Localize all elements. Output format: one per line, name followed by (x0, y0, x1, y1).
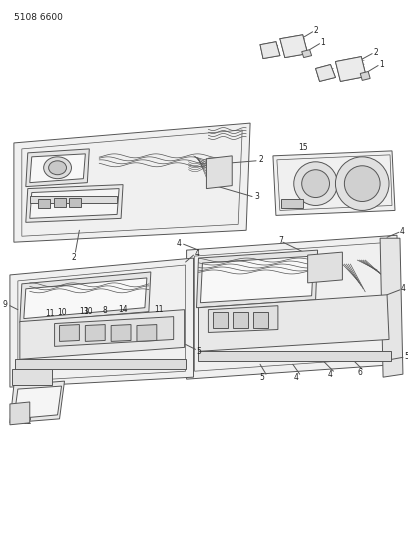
Circle shape (294, 162, 337, 205)
Polygon shape (30, 154, 85, 183)
Bar (30, 196, 117, 204)
Text: 5: 5 (197, 347, 202, 356)
Circle shape (335, 157, 389, 211)
Polygon shape (10, 402, 30, 425)
Bar (253, 312, 268, 328)
Polygon shape (14, 386, 62, 419)
Polygon shape (10, 258, 193, 387)
Ellipse shape (44, 157, 71, 179)
Polygon shape (380, 238, 403, 377)
Polygon shape (197, 250, 317, 308)
Bar (15, 359, 186, 369)
Bar (53, 198, 66, 207)
Polygon shape (20, 272, 151, 322)
Text: 4: 4 (195, 248, 200, 257)
Bar (69, 198, 81, 207)
Ellipse shape (49, 161, 67, 175)
Text: 14: 14 (118, 305, 128, 314)
Polygon shape (60, 325, 80, 342)
Text: 4: 4 (400, 227, 405, 236)
Polygon shape (26, 149, 89, 187)
Polygon shape (111, 325, 131, 342)
Text: 5: 5 (259, 373, 264, 382)
Text: 10: 10 (83, 307, 93, 316)
Circle shape (344, 166, 380, 201)
Text: 15: 15 (298, 143, 307, 152)
Text: 12: 12 (22, 417, 31, 426)
Polygon shape (260, 42, 280, 59)
Text: 1: 1 (379, 60, 384, 69)
Polygon shape (208, 306, 278, 333)
Polygon shape (302, 50, 312, 58)
Text: 6: 6 (357, 368, 362, 377)
Text: 5108 6600: 5108 6600 (14, 13, 63, 22)
Text: 7: 7 (278, 236, 283, 245)
Polygon shape (14, 123, 250, 242)
Polygon shape (206, 156, 232, 189)
Polygon shape (280, 35, 308, 58)
Polygon shape (360, 71, 370, 80)
Polygon shape (12, 369, 51, 385)
Polygon shape (26, 184, 123, 222)
Polygon shape (200, 256, 314, 303)
Text: 2: 2 (373, 48, 378, 57)
Text: 8: 8 (102, 306, 107, 315)
Bar (281, 198, 303, 208)
Polygon shape (273, 151, 395, 215)
Text: 2: 2 (258, 155, 263, 164)
Polygon shape (55, 317, 174, 346)
Text: 10: 10 (58, 308, 67, 317)
Polygon shape (10, 381, 64, 423)
Circle shape (302, 169, 330, 198)
Polygon shape (308, 252, 342, 283)
Polygon shape (198, 295, 389, 351)
Polygon shape (85, 325, 105, 342)
Bar (38, 198, 50, 208)
Text: 11: 11 (154, 305, 163, 314)
Bar (233, 312, 248, 328)
Text: 4: 4 (401, 284, 406, 293)
Polygon shape (30, 189, 119, 219)
Polygon shape (20, 310, 184, 359)
Text: 5: 5 (404, 352, 408, 361)
Polygon shape (186, 235, 400, 379)
Text: 3: 3 (254, 192, 259, 201)
Text: 4: 4 (328, 370, 333, 378)
Polygon shape (24, 278, 147, 319)
Polygon shape (335, 56, 366, 82)
Bar (198, 351, 391, 361)
Text: 4: 4 (294, 373, 299, 382)
Text: 2: 2 (314, 26, 318, 35)
Text: 2: 2 (71, 253, 76, 262)
Polygon shape (316, 64, 335, 82)
Bar (213, 312, 228, 328)
Text: 9: 9 (3, 300, 8, 309)
Text: 13: 13 (80, 307, 89, 316)
Polygon shape (137, 325, 157, 342)
Text: 11: 11 (46, 309, 55, 318)
Text: 1: 1 (321, 38, 325, 47)
Text: 4: 4 (177, 239, 182, 248)
